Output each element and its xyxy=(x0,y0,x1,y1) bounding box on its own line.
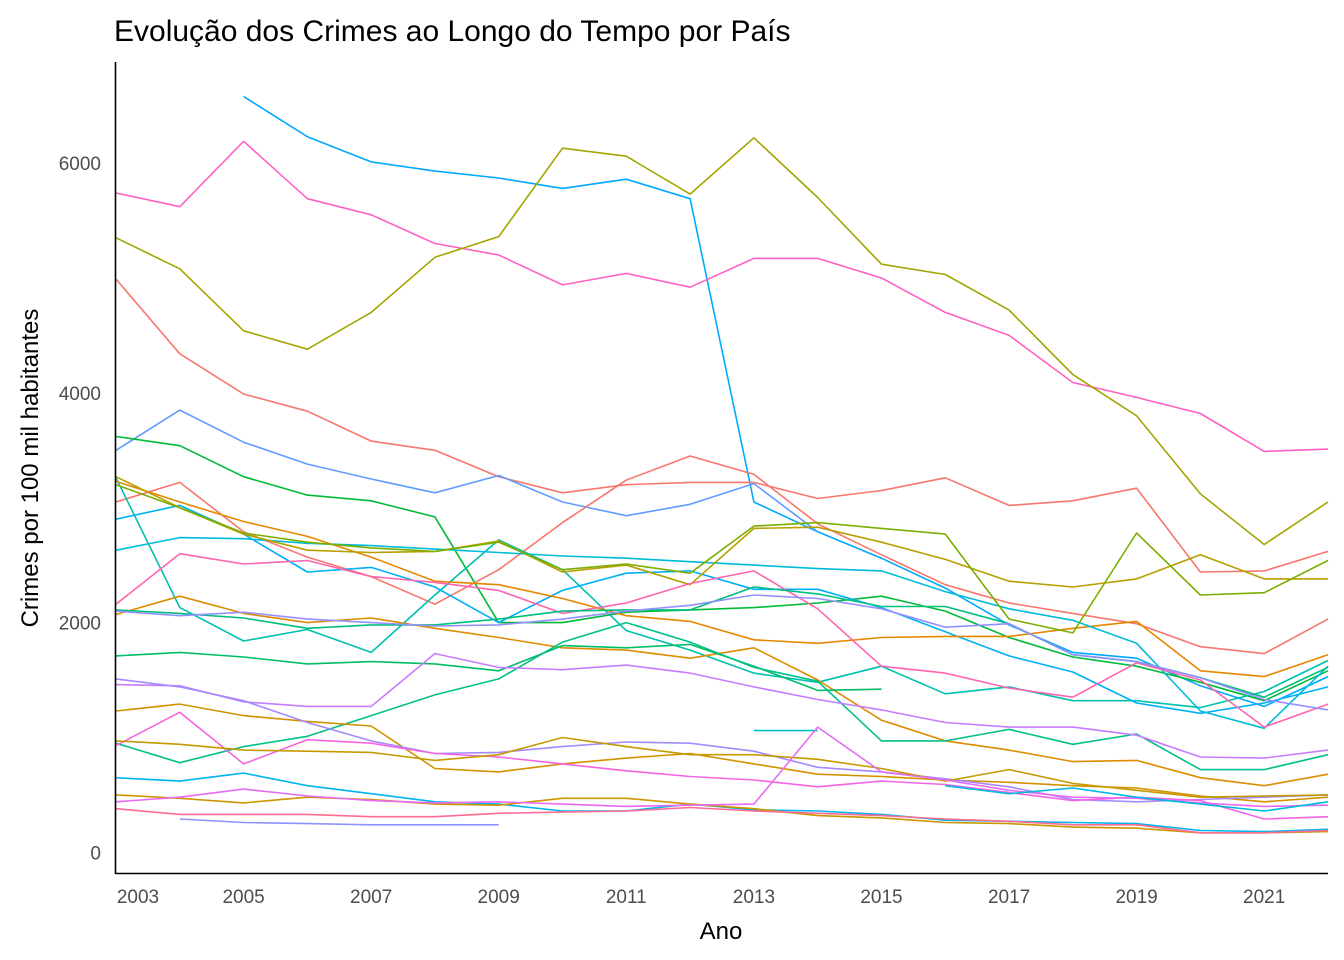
series-line-31 xyxy=(179,818,499,826)
x-tick-label: 2017 xyxy=(988,887,1030,908)
x-tick-label: 2015 xyxy=(860,887,902,908)
series-line-25 xyxy=(115,736,1329,799)
y-tick-label: 4000 xyxy=(59,384,101,405)
series-line-29 xyxy=(945,784,1329,812)
chart-title: Evolução dos Crimes ao Longo do Tempo po… xyxy=(114,15,791,48)
series-line-28 xyxy=(115,726,1329,808)
series-line-30 xyxy=(115,806,1329,834)
series-line-3 xyxy=(115,137,1329,546)
x-tick-label: 2005 xyxy=(222,887,264,908)
series-line-14 xyxy=(115,552,1329,728)
y-tick-label: 0 xyxy=(90,843,101,864)
x-tick-label: 2003 xyxy=(117,887,159,908)
series-line-17 xyxy=(115,594,1329,711)
x-axis-ticks: 2003 2005 2007 2009 2011 2013 2015 2017 2019 2021 xyxy=(117,887,1285,908)
x-tick-label: 2011 xyxy=(606,887,647,908)
series-line-8 xyxy=(115,477,1329,709)
series-line-10 xyxy=(115,480,1329,678)
series-line-5 xyxy=(115,409,819,533)
y-axis-title: Crimes por 100 mil habitantes xyxy=(17,309,44,628)
series-line-1 xyxy=(243,95,1329,708)
series-line-27 xyxy=(115,794,1329,834)
series-lines xyxy=(115,95,1329,834)
series-line-13 xyxy=(115,483,1329,634)
series-line-23 xyxy=(115,711,1329,820)
y-tick-label: 6000 xyxy=(59,154,101,175)
series-line-12 xyxy=(115,475,1328,588)
series-line-15 xyxy=(115,595,1329,787)
series-line-19 xyxy=(115,621,1329,771)
y-tick-label: 2000 xyxy=(59,614,101,635)
x-tick-label: 2013 xyxy=(733,887,775,908)
x-axis-title: Ano xyxy=(700,918,743,945)
x-tick-label: 2007 xyxy=(350,887,392,908)
x-tick-label: 2021 xyxy=(1243,887,1285,908)
series-line-4 xyxy=(115,278,1329,573)
series-line-9 xyxy=(115,504,1329,715)
series-line-21 xyxy=(115,703,1329,803)
x-tick-label: 2019 xyxy=(1115,887,1157,908)
series-line-20 xyxy=(115,652,1329,759)
series-line-22 xyxy=(115,678,1329,803)
series-line-2 xyxy=(115,140,1329,453)
series-line-18 xyxy=(115,643,882,692)
series-line-6 xyxy=(115,435,1329,702)
y-axis-ticks: 0 2000 4000 6000 xyxy=(59,154,101,864)
series-line-7 xyxy=(115,455,1329,655)
x-tick-label: 2009 xyxy=(478,887,520,908)
